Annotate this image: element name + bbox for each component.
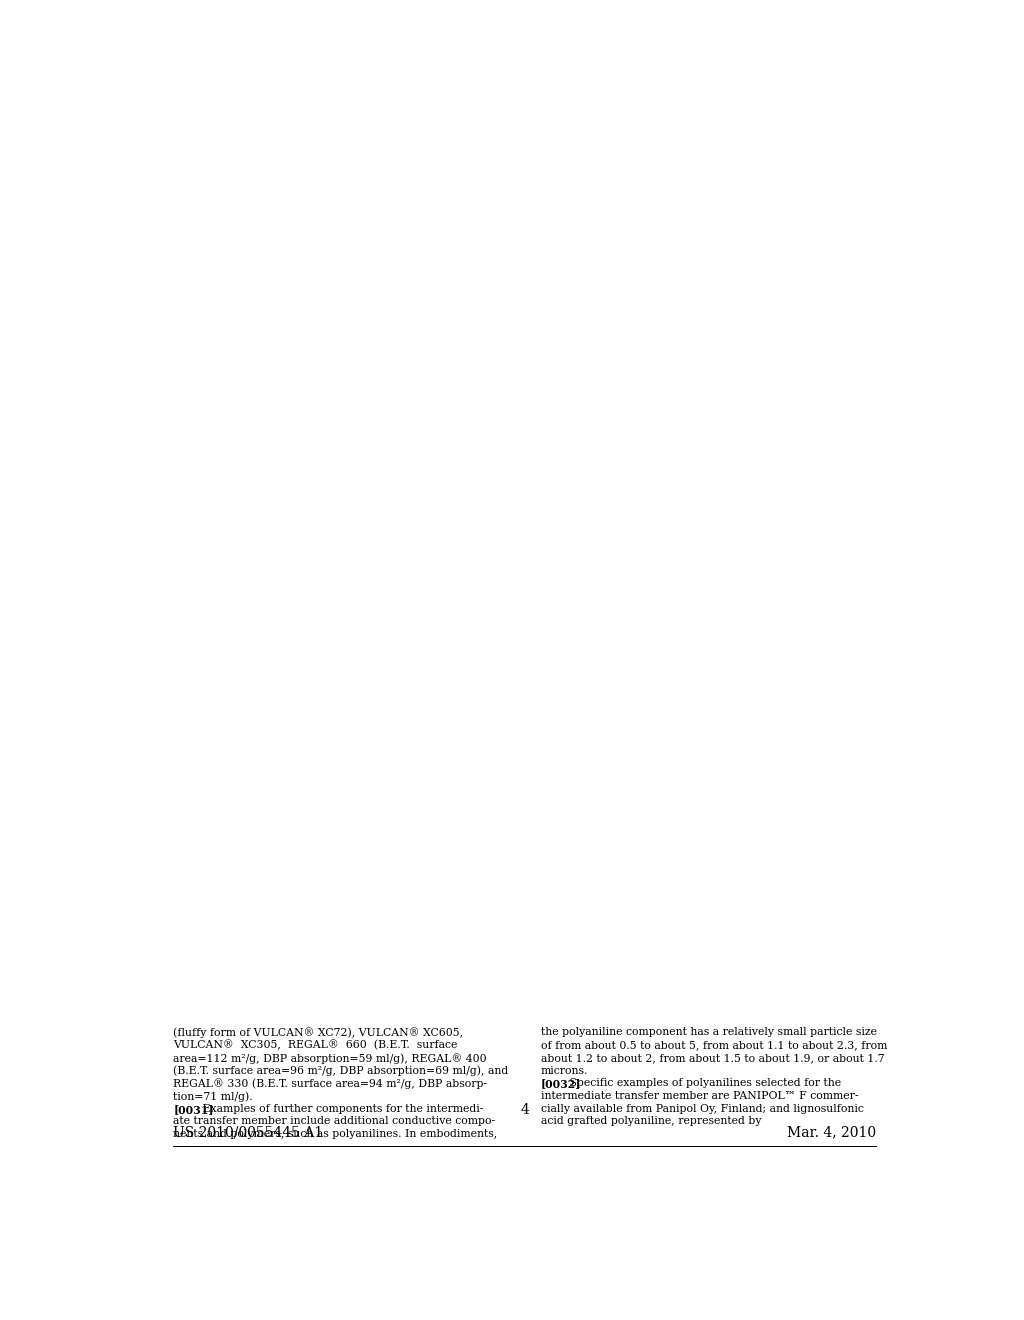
Text: Specific examples of polyanilines selected for the: Specific examples of polyanilines select… [559, 1078, 842, 1088]
Text: [0031]: [0031] [173, 1104, 214, 1114]
Text: 4: 4 [520, 1102, 529, 1117]
Text: microns.: microns. [541, 1065, 588, 1076]
Text: Examples of further components for the intermedi-: Examples of further components for the i… [193, 1104, 483, 1114]
Text: nents and polymers, such as polyanilines. In embodiments,: nents and polymers, such as polyanilines… [173, 1129, 498, 1139]
Text: intermediate transfer member are PANIPOL™ F commer-: intermediate transfer member are PANIPOL… [541, 1090, 858, 1101]
Text: tion=71 ml/g).: tion=71 ml/g). [173, 1090, 253, 1101]
Text: REGAL® 330 (B.E.T. surface area=94 m²/g, DBP absorp-: REGAL® 330 (B.E.T. surface area=94 m²/g,… [173, 1078, 487, 1089]
Text: about 1.2 to about 2, from about 1.5 to about 1.9, or about 1.7: about 1.2 to about 2, from about 1.5 to … [541, 1053, 885, 1063]
Text: (fluffy form of VULCAN® XC72), VULCAN® XC605,: (fluffy form of VULCAN® XC72), VULCAN® X… [173, 1027, 464, 1039]
Text: [0032]: [0032] [541, 1078, 581, 1089]
Text: (B.E.T. surface area=96 m²/g, DBP absorption=69 ml/g), and: (B.E.T. surface area=96 m²/g, DBP absorp… [173, 1065, 509, 1076]
Text: acid grafted polyaniline, represented by: acid grafted polyaniline, represented by [541, 1117, 761, 1126]
Text: ate transfer member include additional conductive compo-: ate transfer member include additional c… [173, 1117, 496, 1126]
Text: of from about 0.5 to about 5, from about 1.1 to about 2.3, from: of from about 0.5 to about 5, from about… [541, 1040, 887, 1051]
Text: US 2010/0055445 A1: US 2010/0055445 A1 [173, 1125, 324, 1139]
Text: area=112 m²/g, DBP absorption=59 ml/g), REGAL® 400: area=112 m²/g, DBP absorption=59 ml/g), … [173, 1053, 486, 1064]
Text: VULCAN®  XC305,  REGAL®  660  (B.E.T.  surface: VULCAN® XC305, REGAL® 660 (B.E.T. surfac… [173, 1040, 458, 1051]
Text: cially available from Panipol Oy, Finland; and lignosulfonic: cially available from Panipol Oy, Finlan… [541, 1104, 863, 1114]
Text: the polyaniline component has a relatively small particle size: the polyaniline component has a relative… [541, 1027, 877, 1038]
Text: Mar. 4, 2010: Mar. 4, 2010 [787, 1125, 877, 1139]
